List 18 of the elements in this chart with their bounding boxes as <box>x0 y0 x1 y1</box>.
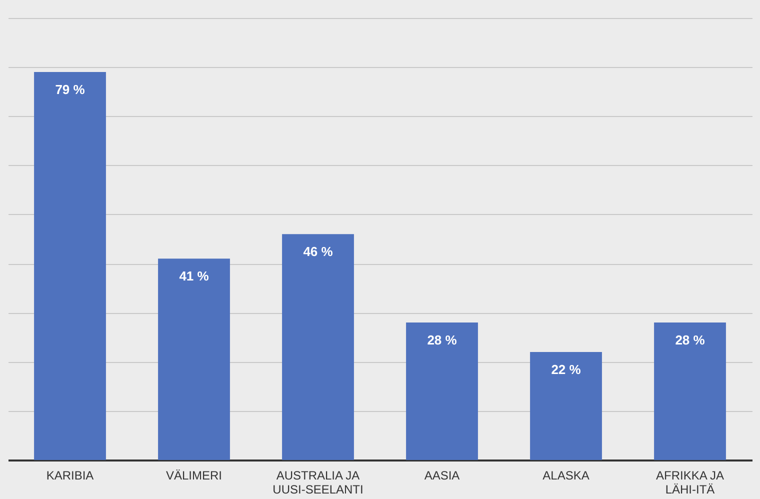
x-tick-label: AUSTRALIA JA UUSI-SEELANTI <box>272 468 364 496</box>
x-tick-label: AASIA <box>424 468 460 482</box>
x-tick-label: AFRIKKA JA LÄHI-ITÄ <box>656 468 724 496</box>
x-tick-label: KARIBIA <box>46 468 94 482</box>
x-tick-label: ALASKA <box>542 468 590 482</box>
data-label: 79 % <box>55 82 86 98</box>
bar <box>158 258 230 460</box>
bar <box>34 72 106 460</box>
bar <box>282 234 354 460</box>
data-label: 46 % <box>303 244 334 260</box>
x-tick-label: VÄLIMERI <box>166 468 222 482</box>
data-label: 41 % <box>179 268 210 284</box>
data-label: 28 % <box>427 332 458 348</box>
data-label: 22 % <box>551 362 582 377</box>
bar <box>530 352 602 460</box>
bar <box>654 322 726 460</box>
bar <box>406 322 478 460</box>
data-label: 28 % <box>675 332 706 348</box>
